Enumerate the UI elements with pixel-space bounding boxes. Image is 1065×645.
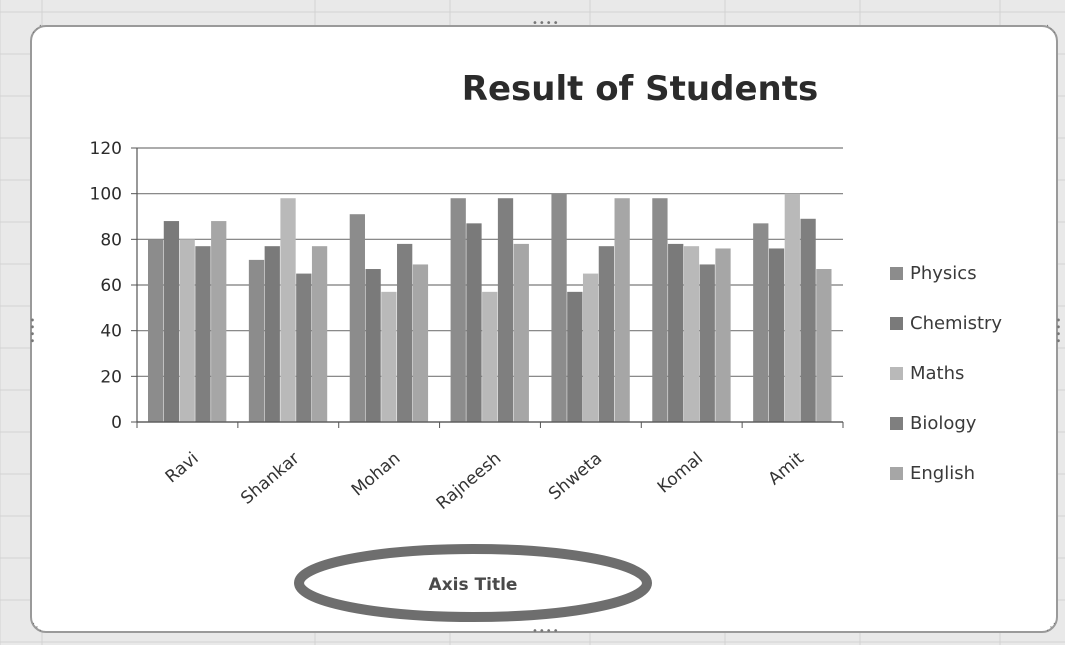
- legend-label-biology[interactable]: Biology: [910, 413, 977, 434]
- legend-swatch-maths: [890, 367, 903, 380]
- x-category-label: Amit: [765, 448, 808, 489]
- resize-handle-bottom[interactable]: ••••: [532, 626, 560, 637]
- bar-biology-shankar[interactable]: [296, 273, 312, 422]
- bar-biology-ravi[interactable]: [195, 246, 211, 422]
- bar-maths-rajneesh[interactable]: [482, 291, 498, 422]
- resize-handle-right[interactable]: ••••: [1052, 317, 1063, 345]
- bar-english-rajneesh[interactable]: [513, 243, 529, 422]
- bar-maths-ravi[interactable]: [179, 239, 195, 422]
- bar-chemistry-mohan[interactable]: [365, 269, 381, 422]
- bar-physics-shankar[interactable]: [248, 259, 265, 422]
- bar-biology-komal[interactable]: [699, 264, 715, 422]
- bar-chemistry-komal[interactable]: [668, 243, 684, 422]
- legend-label-physics[interactable]: Physics: [910, 263, 977, 284]
- resize-handle-bottom-right[interactable]: ⋰: [1046, 622, 1057, 633]
- axis-title-highlight-ellipse: [294, 544, 652, 622]
- legend-label-maths[interactable]: Maths: [910, 363, 964, 384]
- bar-maths-amit[interactable]: [784, 193, 800, 422]
- resize-handle-top-left[interactable]: ⋰: [32, 24, 43, 35]
- bar-physics-komal[interactable]: [652, 198, 668, 422]
- bar-physics-ravi[interactable]: [148, 239, 164, 422]
- bar-english-ravi[interactable]: [211, 221, 227, 422]
- y-tick-label: 60: [100, 276, 122, 296]
- bar-english-komal[interactable]: [715, 248, 731, 422]
- legend-swatch-chemistry: [890, 317, 903, 330]
- bar-chemistry-shankar[interactable]: [264, 246, 280, 422]
- x-axis-title[interactable]: Axis Title: [429, 575, 518, 595]
- y-tick-label: 100: [90, 185, 122, 205]
- y-tick-label: 80: [100, 230, 122, 250]
- legend-swatch-physics: [890, 267, 903, 280]
- bar-biology-shweta[interactable]: [598, 246, 615, 422]
- bar-english-shweta[interactable]: [614, 198, 630, 422]
- x-category-label: Rajneesh: [433, 449, 506, 514]
- resize-handle-left[interactable]: ••••: [26, 317, 37, 345]
- bar-chemistry-amit[interactable]: [768, 248, 785, 422]
- bar-maths-mohan[interactable]: [381, 291, 397, 422]
- chart-title[interactable]: Result of Students: [462, 69, 818, 109]
- bar-biology-amit[interactable]: [800, 218, 816, 422]
- x-category-label: Shankar: [237, 449, 303, 509]
- bar-physics-amit[interactable]: [753, 223, 769, 422]
- bar-chemistry-shweta[interactable]: [567, 291, 583, 422]
- bar-physics-mohan[interactable]: [349, 214, 365, 422]
- bar-chemistry-rajneesh[interactable]: [466, 223, 482, 422]
- resize-handle-bottom-left[interactable]: ⋱: [32, 622, 43, 633]
- bar-english-mohan[interactable]: [412, 264, 429, 422]
- y-tick-label: 0: [111, 413, 122, 433]
- y-tick-label: 20: [100, 367, 122, 387]
- bar-maths-komal[interactable]: [683, 246, 700, 422]
- y-tick-label: 40: [100, 322, 122, 342]
- bar-physics-shweta[interactable]: [551, 193, 567, 422]
- bar-physics-rajneesh[interactable]: [450, 198, 466, 422]
- legend-swatch-biology: [890, 417, 903, 430]
- x-category-label: Ravi: [162, 449, 203, 488]
- x-category-label: Komal: [654, 449, 707, 498]
- resize-handle-top[interactable]: ••••: [532, 18, 560, 29]
- bar-maths-shankar[interactable]: [280, 198, 296, 422]
- legend-label-english[interactable]: English: [910, 463, 975, 484]
- x-category-label: Mohan: [348, 449, 405, 501]
- legend[interactable]: Physics Chemistry Maths Biology English: [890, 263, 1002, 484]
- legend-swatch-english: [890, 467, 903, 480]
- x-axis-title-group[interactable]: Axis Title: [294, 544, 652, 622]
- bar-english-amit[interactable]: [816, 269, 832, 422]
- bar-english-shankar[interactable]: [311, 246, 328, 422]
- bar-chemistry-ravi[interactable]: [163, 221, 180, 422]
- y-tick-label: 120: [90, 139, 122, 159]
- x-category-label: Shweta: [545, 449, 606, 505]
- plot-area-bars[interactable]: [148, 193, 832, 422]
- bar-biology-rajneesh[interactable]: [497, 198, 514, 422]
- resize-handle-top-right[interactable]: ⋱: [1046, 24, 1057, 35]
- bar-maths-shweta[interactable]: [582, 273, 599, 422]
- legend-label-chemistry[interactable]: Chemistry: [910, 313, 1002, 334]
- bar-biology-mohan[interactable]: [397, 243, 413, 422]
